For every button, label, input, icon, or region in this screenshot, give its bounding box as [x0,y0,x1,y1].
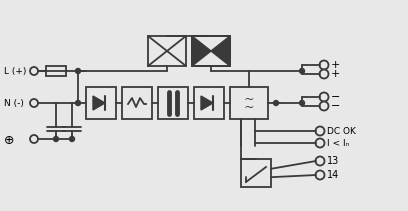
Bar [86,87,116,119]
Circle shape [30,135,38,143]
Bar [148,36,186,66]
Bar [122,87,152,119]
Circle shape [319,69,328,78]
Text: L (+): L (+) [4,66,27,76]
Circle shape [30,67,38,75]
Bar [194,87,224,119]
Circle shape [273,100,279,106]
Circle shape [315,127,324,135]
Text: −: − [331,92,340,102]
Bar [158,87,188,119]
Circle shape [75,100,80,106]
Circle shape [53,137,58,142]
Circle shape [69,137,75,142]
Circle shape [319,61,328,69]
Circle shape [315,157,324,165]
Text: DC OK: DC OK [327,127,356,135]
Circle shape [299,69,304,73]
Circle shape [75,69,80,73]
Bar [241,159,271,187]
Text: −: − [331,101,340,111]
Text: ~: ~ [244,100,254,114]
Bar [192,36,230,66]
Bar [192,36,230,66]
Text: 14: 14 [327,170,339,180]
Polygon shape [93,96,105,110]
Polygon shape [211,36,230,66]
Circle shape [315,138,324,147]
Circle shape [319,101,328,111]
Bar [46,66,66,76]
Text: N (-): N (-) [4,99,24,107]
Circle shape [315,170,324,180]
Text: 13: 13 [327,156,339,166]
Polygon shape [201,96,213,110]
Text: +: + [331,60,340,70]
Circle shape [319,92,328,101]
Circle shape [30,99,38,107]
Polygon shape [192,36,211,66]
Text: ~: ~ [244,92,254,106]
Circle shape [299,100,304,106]
Text: I < Iₙ: I < Iₙ [327,138,349,147]
Bar [230,87,268,119]
Text: ⊕: ⊕ [4,134,15,147]
Text: +: + [331,69,340,79]
